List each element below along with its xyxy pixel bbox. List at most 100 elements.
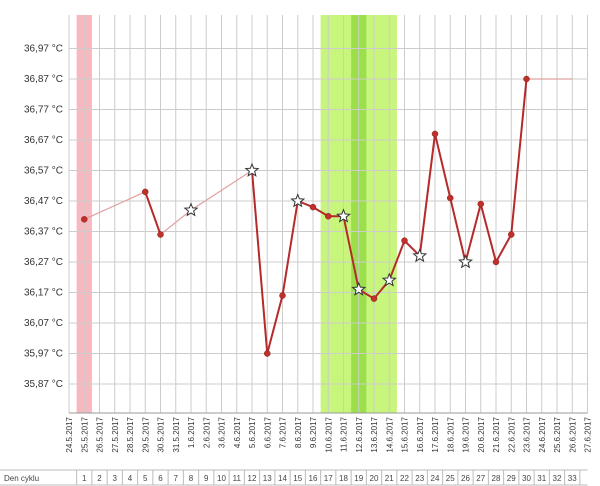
faded-segment bbox=[190, 169, 253, 211]
temperature-lines bbox=[84, 78, 573, 354]
x-tick-label: 2.6.2017 bbox=[202, 416, 211, 448]
cycle-day-number: 23 bbox=[415, 474, 424, 483]
x-tick-label: 19.6.2017 bbox=[462, 416, 471, 452]
y-tick-label: 35,97 °C bbox=[24, 349, 63, 360]
x-tick-label: 17.6.2017 bbox=[431, 416, 440, 452]
x-axis-date-ticks: 24.5.2017 25.5.2017 26.5.2017 27.5.2017 28.5… bbox=[65, 416, 593, 452]
faded-segment bbox=[84, 191, 146, 220]
cycle-day-number: 4 bbox=[128, 474, 133, 483]
x-tick-label: 28.5.2017 bbox=[126, 416, 135, 452]
cycle-day-number: 33 bbox=[568, 474, 577, 483]
x-tick-label: 20.6.2017 bbox=[477, 416, 486, 452]
dot-marker bbox=[279, 292, 286, 299]
cycle-day-number: 6 bbox=[158, 474, 163, 483]
x-tick-label: 31.5.2017 bbox=[172, 416, 181, 452]
dot-marker bbox=[81, 216, 88, 223]
dot-marker bbox=[431, 130, 439, 138]
x-tick-label: 4.6.2017 bbox=[233, 416, 242, 448]
star-marker bbox=[244, 162, 260, 177]
x-tick-label: 12.6.2017 bbox=[355, 416, 364, 452]
x-tick-label: 1.6.2017 bbox=[187, 416, 196, 448]
y-tick-label: 36,17 °C bbox=[24, 288, 63, 299]
cycle-day-number: 32 bbox=[553, 474, 562, 483]
y-tick-label: 36,57 °C bbox=[24, 166, 63, 177]
cycle-day-number: 3 bbox=[113, 474, 118, 483]
x-tick-label: 24.6.2017 bbox=[538, 416, 547, 452]
cycle-day-number: 19 bbox=[354, 474, 363, 483]
y-tick-label: 36,37 °C bbox=[24, 227, 63, 238]
y-tick-label: 36,97 °C bbox=[24, 44, 63, 55]
y-tick-label: 36,87 °C bbox=[24, 74, 63, 85]
cycle-day-number: 14 bbox=[278, 474, 287, 483]
cycle-day-number: 15 bbox=[293, 474, 302, 483]
x-tick-label: 11.6.2017 bbox=[340, 416, 349, 452]
temperature-segment bbox=[510, 78, 528, 235]
temperature-segment bbox=[144, 191, 162, 235]
x-tick-label: 26.6.2017 bbox=[568, 416, 577, 452]
cycle-day-number: 31 bbox=[537, 474, 546, 483]
temperature-segment bbox=[464, 203, 482, 263]
y-tick-label: 36,47 °C bbox=[24, 196, 63, 207]
cycle-day-number: 21 bbox=[385, 474, 394, 483]
x-tick-label: 10.6.2017 bbox=[324, 416, 333, 452]
x-tick-label: 30.5.2017 bbox=[157, 416, 166, 452]
dot-marker bbox=[508, 231, 515, 238]
cycle-day-row: Den cyklu 1 2 3 4 5 6 7 8 9 10 11 12 13 14 15 16 17 18 19 2… bbox=[0, 469, 588, 486]
temperature-segment bbox=[342, 216, 360, 290]
temperature-segment bbox=[479, 203, 497, 263]
x-tick-label: 3.6.2017 bbox=[218, 416, 227, 448]
x-tick-label: 24.5.2017 bbox=[65, 416, 74, 452]
chart-grid bbox=[68, 15, 588, 414]
cycle-day-number: 13 bbox=[263, 474, 272, 483]
x-tick-label: 27.5.2017 bbox=[111, 416, 120, 452]
y-tick-label: 35,87 °C bbox=[24, 379, 63, 390]
temperature-segment bbox=[251, 170, 269, 354]
cycle-day-number: 10 bbox=[217, 474, 226, 483]
star-marker bbox=[290, 193, 306, 208]
cycle-day-number: 29 bbox=[507, 474, 516, 483]
x-tick-label: 14.6.2017 bbox=[385, 416, 394, 452]
temperature-segment bbox=[418, 133, 436, 257]
temperature-segment bbox=[434, 133, 452, 199]
x-tick-label: 25.5.2017 bbox=[80, 416, 89, 452]
y-tick-label: 36,77 °C bbox=[24, 105, 63, 116]
dot-marker bbox=[142, 188, 149, 196]
temperature-segment bbox=[281, 200, 299, 296]
x-tick-label: 8.6.2017 bbox=[294, 416, 303, 448]
star-marker bbox=[412, 248, 428, 263]
star-marker bbox=[351, 281, 367, 296]
cycle-day-number: 7 bbox=[174, 474, 179, 483]
temperature-segment bbox=[495, 234, 513, 263]
dot-marker bbox=[264, 350, 271, 357]
x-tick-label: 15.6.2017 bbox=[401, 416, 410, 452]
x-tick-label: 26.5.2017 bbox=[96, 416, 105, 452]
x-tick-label: 25.6.2017 bbox=[553, 416, 562, 452]
cycle-day-number: 18 bbox=[339, 474, 348, 483]
cycle-day-number: 12 bbox=[248, 474, 257, 483]
dot-marker bbox=[325, 213, 332, 220]
cycle-day-label: Den cyklu bbox=[4, 474, 39, 483]
cycle-day-number: 5 bbox=[143, 474, 148, 483]
x-tick-label: 6.6.2017 bbox=[263, 416, 272, 448]
cycle-day-number: 1 bbox=[82, 474, 87, 483]
x-tick-label: 7.6.2017 bbox=[279, 416, 288, 448]
star-marker bbox=[183, 202, 199, 217]
cycle-day-number: 20 bbox=[370, 474, 379, 483]
cycle-day-number: 11 bbox=[233, 474, 242, 483]
dot-marker bbox=[309, 203, 317, 211]
x-tick-label: 27.6.2017 bbox=[584, 416, 593, 452]
cycle-day-number: 2 bbox=[97, 474, 102, 483]
y-tick-label: 36,07 °C bbox=[24, 318, 63, 329]
cycle-day-number: 8 bbox=[189, 474, 194, 483]
cycle-day-number: 26 bbox=[461, 474, 470, 483]
x-tick-label: 16.6.2017 bbox=[416, 416, 425, 452]
cycle-day-number: 16 bbox=[309, 474, 318, 483]
dot-marker bbox=[157, 231, 164, 238]
dot-marker bbox=[447, 194, 454, 202]
cycle-day-number: 22 bbox=[400, 474, 409, 483]
x-tick-label: 5.6.2017 bbox=[248, 416, 257, 448]
temperature-markers bbox=[81, 75, 530, 357]
x-tick-label: 22.6.2017 bbox=[507, 416, 516, 452]
x-tick-label: 29.5.2017 bbox=[141, 416, 150, 452]
